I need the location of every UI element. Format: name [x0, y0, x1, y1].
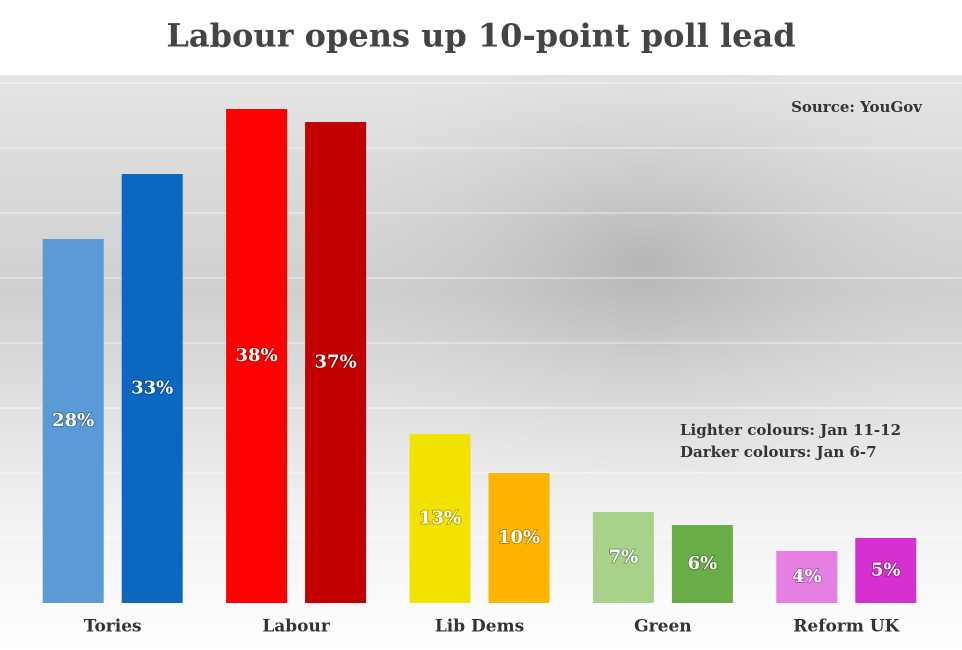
- value-label: 38%: [236, 345, 278, 366]
- bar: [855, 538, 917, 603]
- value-label: 37%: [315, 352, 357, 373]
- bar: [592, 512, 654, 603]
- legend-entry: Lighter colours: Jan 11-12: [680, 421, 901, 439]
- value-label: 4%: [792, 566, 822, 587]
- bar: [488, 473, 550, 603]
- bar: [42, 239, 104, 603]
- value-label: 6%: [688, 553, 718, 574]
- x-tick-label: Reform UK: [793, 617, 900, 637]
- value-label: 10%: [498, 527, 540, 548]
- legend-entry: Darker colours: Jan 6-7: [680, 443, 877, 461]
- value-label: 5%: [871, 560, 901, 581]
- bar: [226, 109, 288, 603]
- value-label: 33%: [131, 378, 173, 399]
- x-tick-label: Labour: [262, 617, 331, 637]
- bar: [305, 122, 367, 603]
- value-label: 7%: [609, 547, 639, 568]
- bar: [409, 434, 471, 603]
- plot-area: Tories 28% 33% Labour 38% 37% Lib Dems 13% 10% Gr…: [0, 82, 962, 637]
- x-tick-label: Green: [634, 617, 691, 637]
- title-band: [0, 0, 962, 75]
- source: Source: YouGov: [791, 98, 923, 116]
- bar: [671, 525, 733, 603]
- bar: [776, 551, 838, 603]
- value-label: 13%: [419, 508, 461, 529]
- x-tick-label: Tories: [84, 617, 142, 637]
- x-tick-label: Lib Dems: [435, 617, 524, 637]
- bar: [121, 174, 183, 603]
- chart-title: Labour opens up 10-point poll lead: [166, 17, 795, 55]
- value-label: 28%: [52, 410, 94, 431]
